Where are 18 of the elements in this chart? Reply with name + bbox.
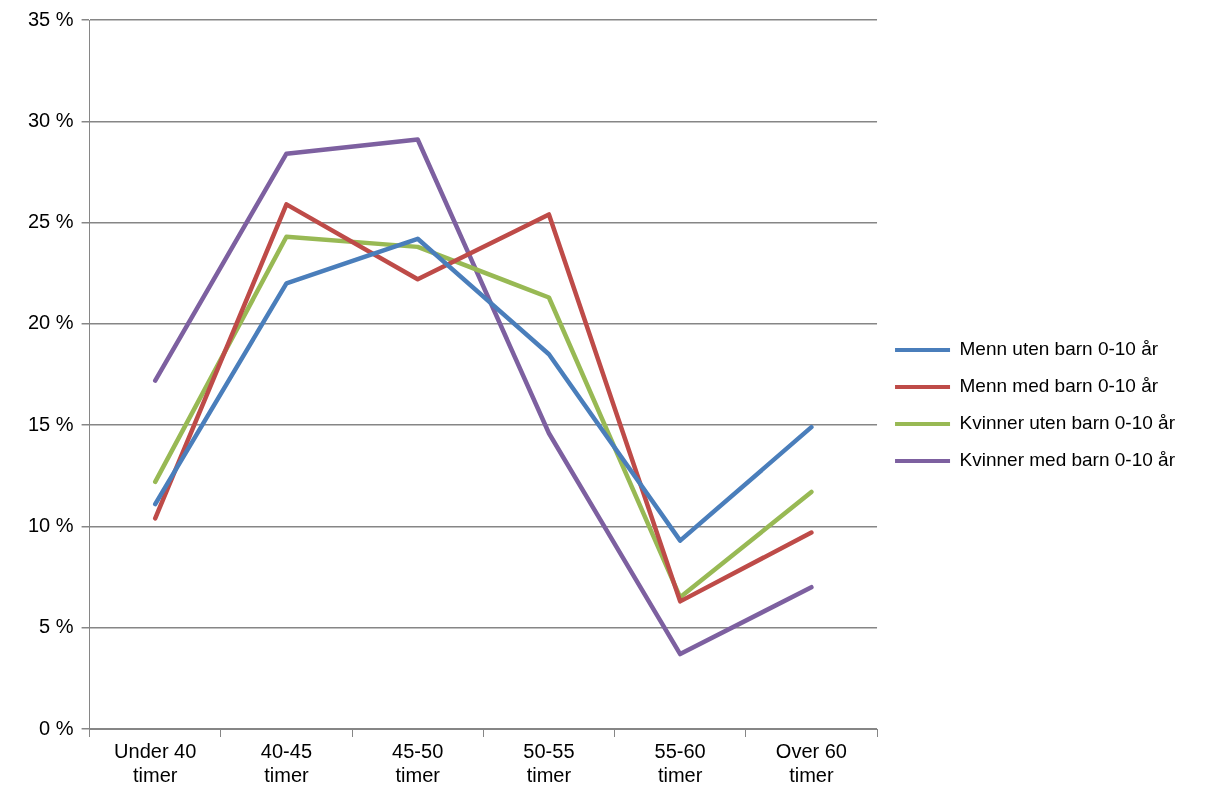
- legend-label: Kvinner med barn 0-10 år: [959, 449, 1176, 471]
- x-tick-label: 40-45 timer: [260, 739, 313, 786]
- y-tick-label: 20 %: [27, 311, 74, 334]
- y-tick-label: 10 %: [27, 513, 74, 536]
- legend-label: Kvinner uten barn 0-10 år: [959, 412, 1176, 434]
- y-tick-label: 25 %: [27, 210, 74, 233]
- x-tick-label: Over 60 timer: [775, 739, 847, 786]
- x-tick-label: 50-55 timer: [523, 739, 575, 786]
- x-tick-label: Under 40 timer: [114, 739, 197, 786]
- legend-label: Menn med barn 0-10 år: [959, 375, 1159, 397]
- y-tick-label: 15 %: [27, 412, 74, 435]
- legend-label: Menn uten barn 0-10 år: [959, 338, 1159, 360]
- y-tick-label: 0 %: [39, 716, 74, 739]
- x-tick-label: 55-60 timer: [654, 739, 706, 786]
- x-tick-label: 45-50 timer: [392, 739, 444, 786]
- y-tick-label: 30 %: [27, 108, 74, 131]
- y-tick-label: 35 %: [27, 7, 74, 30]
- y-tick-label: 5 %: [39, 615, 74, 638]
